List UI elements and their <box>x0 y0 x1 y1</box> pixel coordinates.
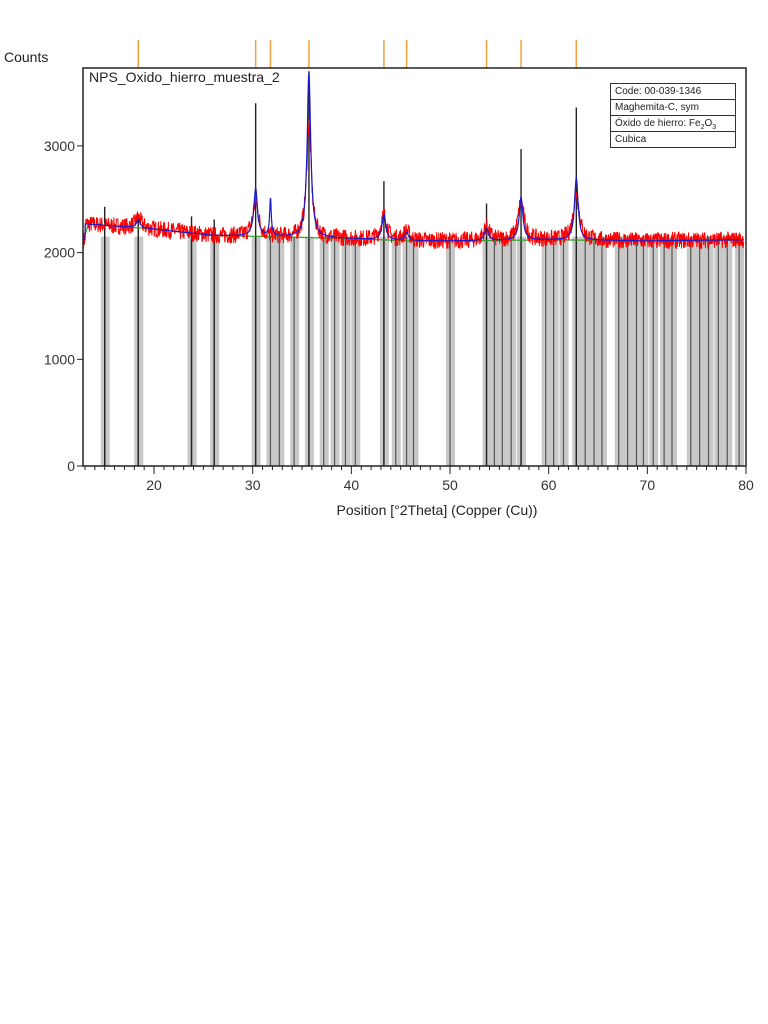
calculated-profile <box>83 73 744 242</box>
x-tick-label: 30 <box>245 477 261 493</box>
y-tick-label: 1000 <box>44 351 75 367</box>
orange-position-ticks <box>137 40 578 68</box>
sample-name: NPS_Oxido_hierro_muestra_2 <box>89 69 280 85</box>
reference-sticks <box>104 71 578 466</box>
legend-code: Code: 00-039-1346 <box>611 84 735 100</box>
formula-prefix: Óxido de hierro: Fe <box>615 118 701 129</box>
x-axis: 20 30 40 50 60 70 80 <box>84 466 754 493</box>
x-tick-label: 50 <box>442 477 458 493</box>
y-axis: 0 1000 2000 3000 <box>44 138 83 474</box>
y-tick-label: 3000 <box>44 138 75 154</box>
legend-crystal-system: Cubica <box>615 134 647 145</box>
legend-formula: Óxido de hierro: Fe2O3 <box>611 116 735 132</box>
formula-sub-2: 3 <box>712 124 717 131</box>
chart-canvas: 20 30 40 50 60 70 80 0 1000 2000 3000 Counts NPS_… <box>4 40 754 518</box>
x-tick-label: 20 <box>146 477 162 493</box>
x-tick-label: 70 <box>640 477 656 493</box>
formula-sub-1: 2 <box>700 124 705 131</box>
x-tick-label: 40 <box>344 477 360 493</box>
x-tick-label: 60 <box>541 477 557 493</box>
x-tick-label: 80 <box>738 477 754 493</box>
legend-phase-name: Maghemita-C, sym <box>611 100 735 116</box>
y-axis-title: Counts <box>4 49 48 65</box>
observed-pattern <box>83 119 745 250</box>
plot-frame <box>82 67 747 467</box>
reference-bars <box>100 236 745 466</box>
phase-legend: Code: 00-039-1346 Maghemita-C, sym Óxido… <box>610 83 736 148</box>
formula-mid: O <box>704 118 713 129</box>
y-tick-label: 2000 <box>44 245 75 261</box>
xrd-chart: 20 30 40 50 60 70 80 0 1000 2000 3000 Counts NPS_… <box>4 40 754 518</box>
y-tick-label: 0 <box>67 458 75 474</box>
x-axis-title: Position [°2Theta] (Copper (Cu)) <box>337 502 538 518</box>
